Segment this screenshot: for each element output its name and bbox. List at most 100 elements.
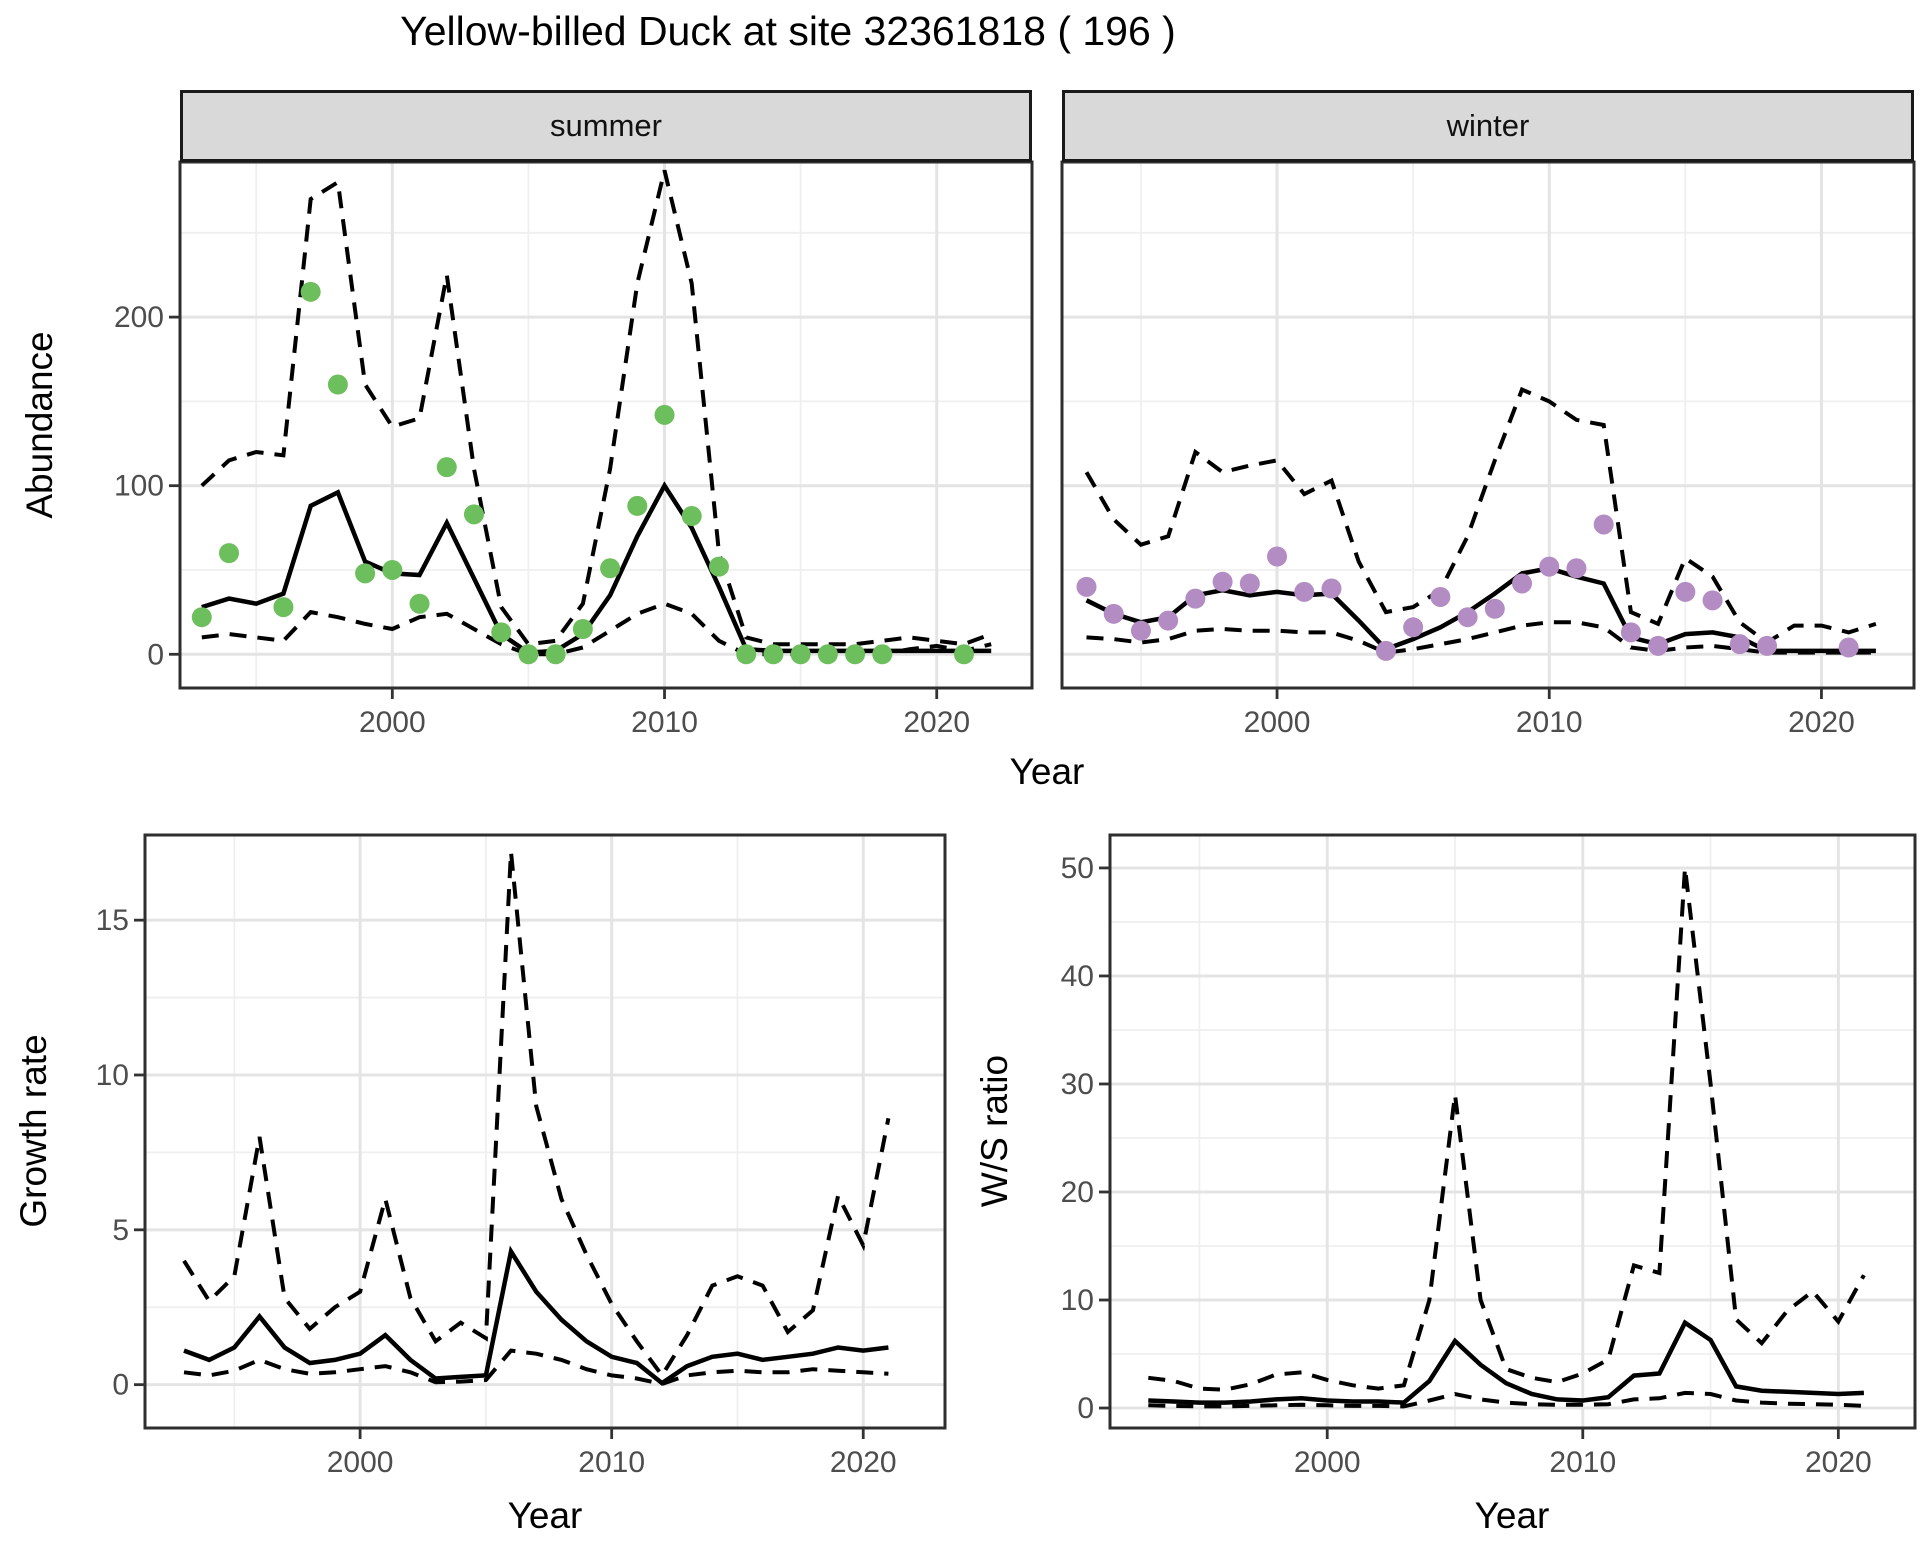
point-winter-observed (1512, 573, 1533, 594)
y-tick-label: 5 (112, 1214, 129, 1247)
point-summer-observed (627, 495, 648, 516)
point-winter-observed (1076, 576, 1097, 597)
point-summer-observed (736, 644, 757, 665)
point-summer-observed (572, 618, 593, 639)
y-tick-label: 30 (1061, 1068, 1094, 1101)
panel-bg-ws_ratio (1110, 835, 1915, 1428)
point-summer-observed (191, 607, 212, 628)
point-winter-observed (1566, 558, 1587, 579)
growth-year-axis-title: Year (507, 1495, 583, 1536)
point-summer-observed (953, 644, 974, 665)
point-winter-observed (1158, 610, 1179, 631)
series-ws_ratio-median (1148, 1319, 1864, 1405)
point-winter-observed (1539, 556, 1560, 577)
point-summer-observed (273, 597, 294, 618)
y-tick-label: 50 (1061, 852, 1094, 885)
x-tick-label: 2020 (1788, 706, 1855, 739)
point-winter-observed (1702, 590, 1723, 611)
point-winter-observed (1757, 635, 1778, 656)
point-summer-observed (409, 593, 430, 614)
point-summer-observed (817, 644, 838, 665)
panel-border-summer (178, 160, 1034, 690)
point-winter-observed (1130, 620, 1151, 641)
ws-ratio-axis-title: W/S ratio (974, 1054, 1015, 1208)
facet-strip-winter: winter (1062, 90, 1914, 162)
y-tick-label: 15 (96, 904, 129, 937)
y-tick-label: 10 (96, 1059, 129, 1092)
ws-year-axis-title: Year (1474, 1495, 1550, 1536)
point-winter-observed (1675, 581, 1696, 602)
x-tick-label: 2010 (1549, 1446, 1616, 1479)
panel-border-growth_rate (143, 833, 947, 1430)
point-summer-observed (763, 644, 784, 665)
point-winter-observed (1294, 581, 1315, 602)
point-summer-observed (355, 563, 376, 584)
point-winter-observed (1838, 637, 1859, 658)
point-summer-observed (708, 556, 729, 577)
point-winter-observed (1593, 514, 1614, 535)
point-winter-observed (1648, 635, 1669, 656)
y-tick-label: 0 (1077, 1392, 1094, 1425)
series-ws_ratio-upper_ci (1148, 867, 1866, 1392)
point-summer-observed (600, 558, 621, 579)
point-winter-observed (1620, 622, 1641, 643)
point-summer-observed (218, 543, 239, 564)
x-tick-label: 2020 (1805, 1446, 1872, 1479)
x-tick-label: 2020 (830, 1446, 897, 1479)
point-summer-observed (463, 504, 484, 525)
chart-title: Yellow-billed Duck at site 32361818 ( 19… (400, 8, 1176, 54)
x-tick-label: 2000 (327, 1446, 394, 1479)
point-winter-observed (1239, 573, 1260, 594)
y-tick-label: 40 (1061, 960, 1094, 993)
point-summer-observed (382, 559, 403, 580)
facet-strip-summer-label: summer (550, 108, 662, 143)
y-tick-label: 0 (147, 638, 164, 671)
y-tick-label: 10 (1061, 1284, 1094, 1317)
series-growth_rate-median (183, 1245, 889, 1386)
x-tick-label: 2010 (578, 1446, 645, 1479)
point-summer-observed (327, 374, 348, 395)
panel-border-ws_ratio (1108, 833, 1917, 1430)
growth-rate-axis-title: Growth rate (13, 1034, 54, 1228)
abundance-axis-title: Abundance (19, 331, 60, 519)
x-tick-label: 2020 (903, 706, 970, 739)
point-summer-observed (545, 644, 566, 665)
point-winter-observed (1267, 546, 1288, 567)
series-growth_rate-upper_ci (182, 851, 891, 1379)
x-tick-label: 2010 (1516, 706, 1583, 739)
series-winter-upper_ci (1084, 386, 1877, 645)
y-tick-label: 0 (112, 1369, 129, 1402)
panel-border-winter (1060, 160, 1916, 690)
point-winter-observed (1403, 617, 1424, 638)
point-summer-observed (845, 644, 866, 665)
y-tick-label: 20 (1061, 1176, 1094, 1209)
series-growth_rate-lower_ci (183, 1348, 889, 1387)
facet-strip-summer: summer (180, 90, 1032, 162)
series-ws_ratio-lower_ci (1148, 1390, 1864, 1409)
point-summer-observed (300, 281, 321, 302)
point-summer-observed (436, 457, 457, 478)
top-year-axis-title: Year (1009, 751, 1085, 792)
x-tick-label: 2000 (1294, 1446, 1361, 1479)
point-summer-observed (681, 506, 702, 527)
series-summer-upper_ci (200, 169, 992, 647)
facet-strip-winter-label: winter (1446, 108, 1530, 143)
point-winter-observed (1729, 634, 1750, 655)
point-winter-observed (1321, 578, 1342, 599)
point-winter-observed (1103, 603, 1124, 624)
point-summer-observed (872, 644, 893, 665)
point-winter-observed (1457, 607, 1478, 628)
point-summer-observed (491, 622, 512, 643)
point-winter-observed (1484, 598, 1505, 619)
point-winter-observed (1375, 640, 1396, 661)
point-winter-observed (1430, 586, 1451, 607)
x-tick-label: 2000 (359, 706, 426, 739)
point-summer-observed (654, 404, 675, 425)
point-winter-observed (1212, 571, 1233, 592)
point-summer-observed (518, 644, 539, 665)
y-tick-label: 200 (114, 301, 164, 334)
point-winter-observed (1185, 588, 1206, 609)
x-tick-label: 2000 (1244, 706, 1311, 739)
